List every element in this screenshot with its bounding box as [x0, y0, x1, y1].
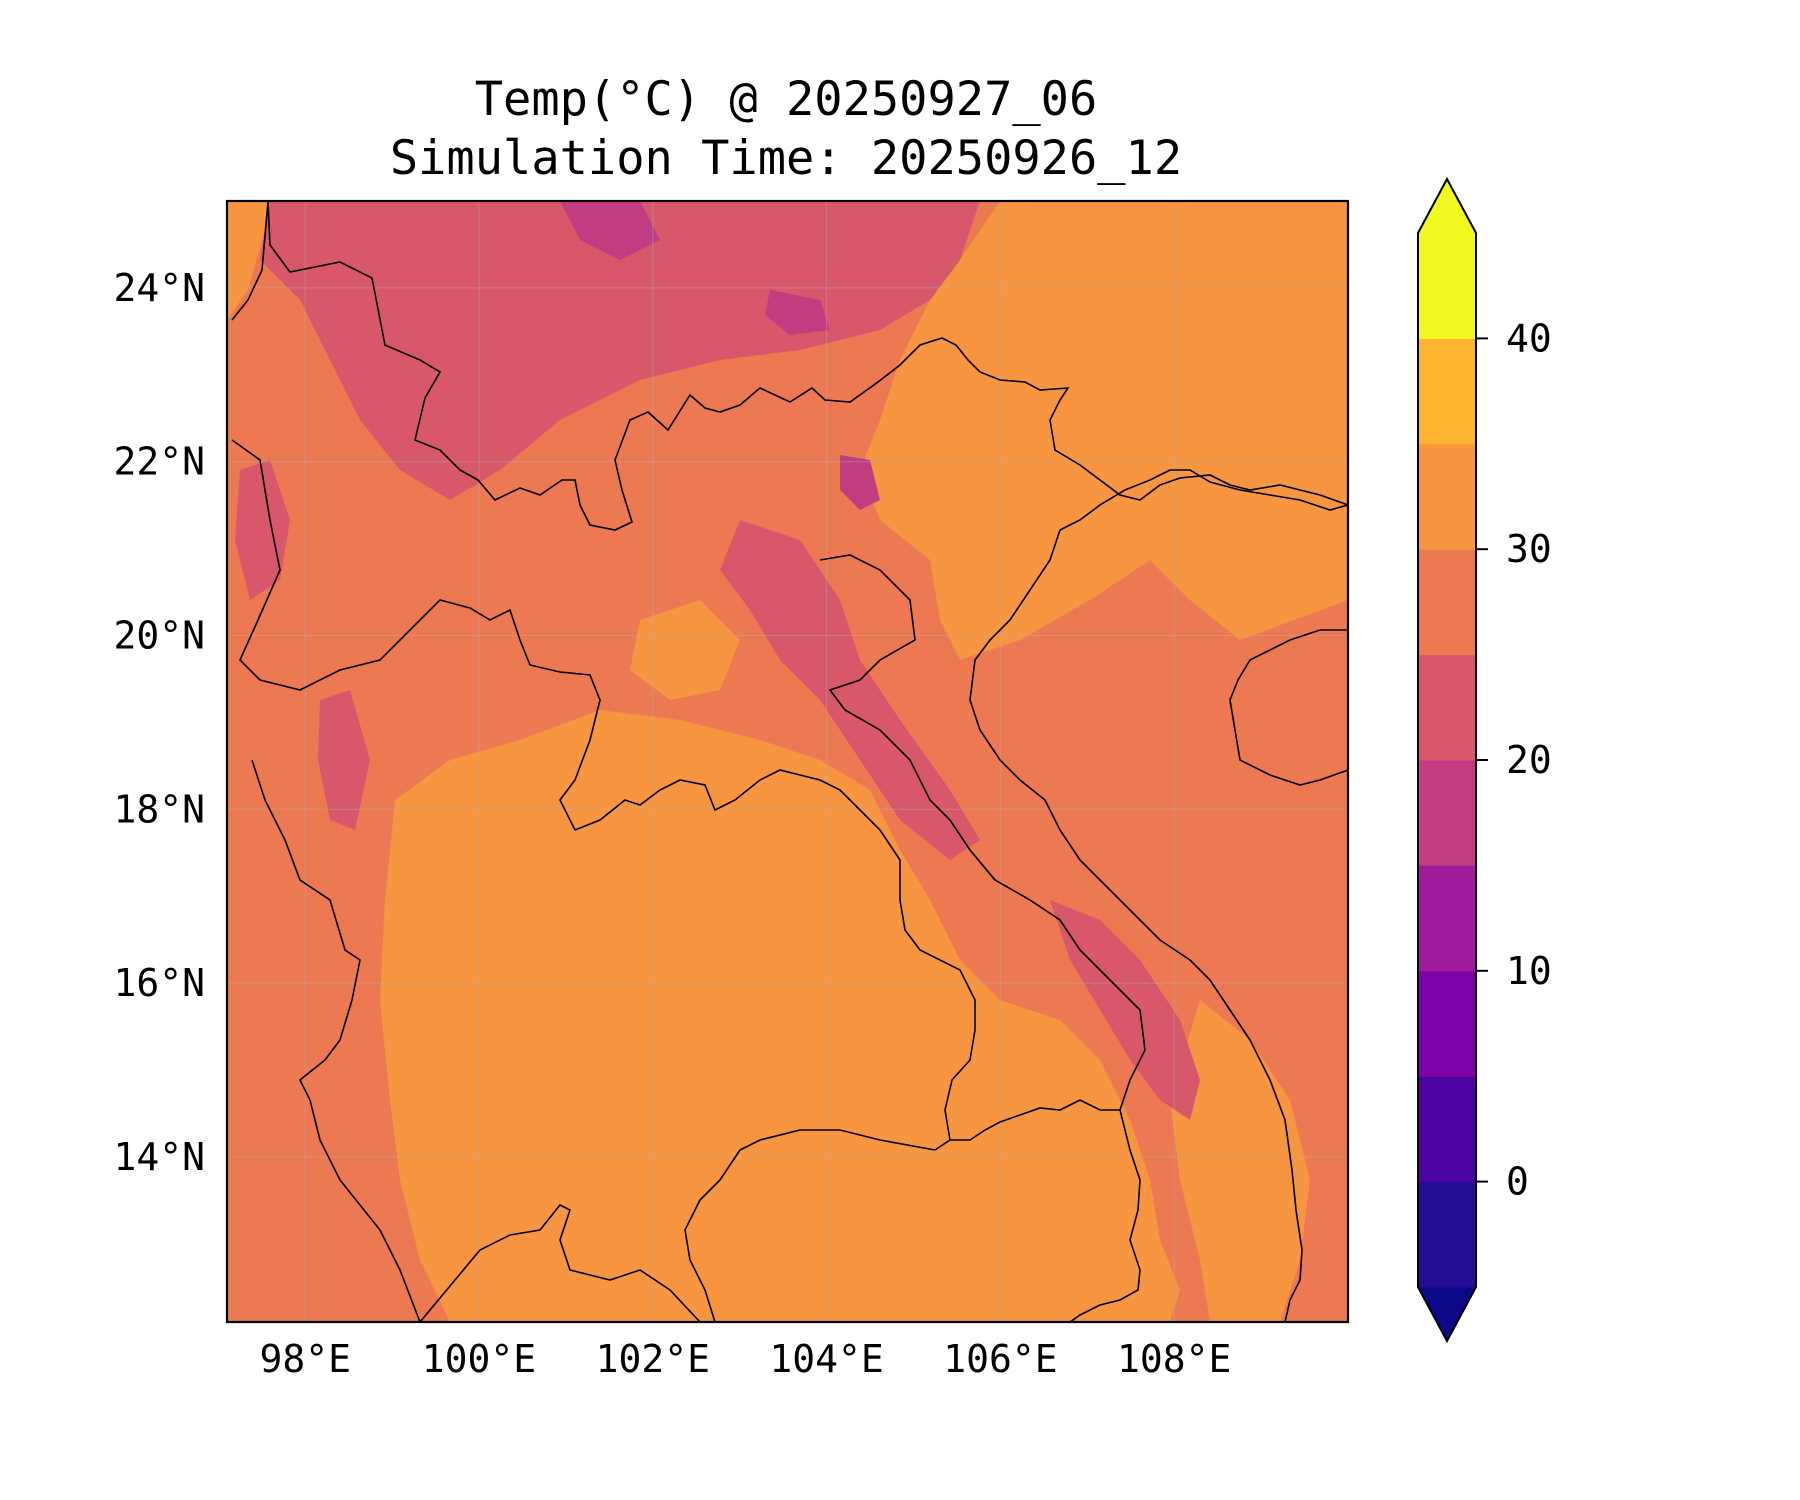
lon-tick-label: 104°E [769, 1337, 883, 1381]
colorbar-segment [1418, 549, 1476, 656]
cool-region-west-range-south [318, 690, 370, 830]
colorbar-segment [1418, 760, 1476, 866]
lon-tick-label: 108°E [1117, 1337, 1231, 1381]
lat-tick-label: 18°N [113, 787, 205, 831]
lat-tick-label: 14°N [113, 1135, 205, 1179]
latitude-axis: 24°N 22°N 20°N 18°N 16°N 14°N [113, 266, 205, 1179]
warm-region-north-plateau [630, 600, 740, 700]
lat-tick-label: 20°N [113, 613, 205, 657]
coastline-hainan [1229, 629, 1348, 786]
colorbar-tick-label: 10 [1506, 949, 1552, 993]
border-laos-thailand-mekong [574, 769, 976, 1151]
band-30-35-regions [227, 201, 1348, 1322]
temperature-colorbar: 0 10 20 30 40 [1417, 176, 1552, 1344]
warm-region-northwest-corner [227, 201, 270, 320]
cool-region-yunnan [260, 201, 980, 500]
border-laos-vietnam [819, 554, 1146, 1111]
band-15-20-regions [560, 201, 880, 510]
coastline-vietnam [969, 529, 1303, 1322]
longitude-axis: 98°E 100°E 102°E 104°E 106°E 108°E [259, 1337, 1231, 1381]
colorbar-outline [1417, 176, 1477, 1344]
border-myanmar-thailand [231, 201, 601, 831]
map-panel: 98°E 100°E 102°E 104°E 106°E 108°E 24°N 22°N 20… [113, 199, 1350, 1381]
lon-tick-label: 106°E [943, 1337, 1057, 1381]
map-frame [225, 199, 1350, 1324]
colorbar-extend-min [1418, 1287, 1476, 1341]
lat-tick-label: 24°N [113, 266, 205, 310]
border-cambodia-vietnam [950, 1099, 1141, 1322]
border-thailand-west [251, 759, 421, 1322]
lat-tick-label: 22°N [113, 440, 205, 484]
cold-patch-2 [840, 455, 880, 510]
band-20-25-regions [235, 201, 1200, 1120]
temperature-field [227, 201, 1348, 1322]
colorbar-segment [1418, 338, 1476, 445]
colorbar-segment [1418, 443, 1476, 550]
cool-region-northern-laos [720, 520, 980, 860]
lat-tick-label: 16°N [113, 961, 205, 1005]
colorbar-tick-label: 0 [1506, 1160, 1529, 1204]
figure-title-line1: Temp(°C) @ 20250927_06 [475, 72, 1098, 127]
cool-region-west-range [235, 460, 290, 600]
warm-region-central-plains [380, 710, 1180, 1322]
colorbar-tick-label: 40 [1506, 316, 1552, 360]
warm-region-coast [1170, 1000, 1310, 1322]
country-borders [231, 201, 1348, 1322]
lon-tick-label: 102°E [596, 1337, 710, 1381]
cold-patch-3 [765, 290, 830, 335]
coastline-gulf-of-tonkin [1059, 469, 1348, 531]
colorbar-tick-label: 20 [1506, 738, 1552, 782]
warm-region-northeast [860, 201, 1348, 660]
colorbar-segment [1418, 865, 1476, 972]
colorbar-tick-label: 30 [1506, 527, 1552, 571]
colorbar-segment [1418, 1181, 1476, 1288]
figure-title-line2: Simulation Time: 20250926_12 [390, 131, 1182, 186]
lon-tick-label: 98°E [259, 1337, 351, 1381]
border-china-myanmar-laos-vietnam [267, 201, 1348, 531]
map-gridlines [227, 201, 1348, 1322]
cool-region-annamite [1050, 900, 1200, 1120]
colorbar-segment [1418, 1076, 1476, 1183]
colorbar-extend-max [1418, 179, 1476, 233]
border-thailand-cambodia [684, 1129, 936, 1322]
lon-tick-label: 100°E [422, 1337, 536, 1381]
cold-patch-1 [560, 201, 660, 260]
colorbar-segment [1418, 233, 1476, 339]
colorbar-segment [1418, 970, 1476, 1077]
coastline-gulf-of-thailand [419, 1203, 701, 1322]
colorbar-segment [1418, 654, 1476, 761]
